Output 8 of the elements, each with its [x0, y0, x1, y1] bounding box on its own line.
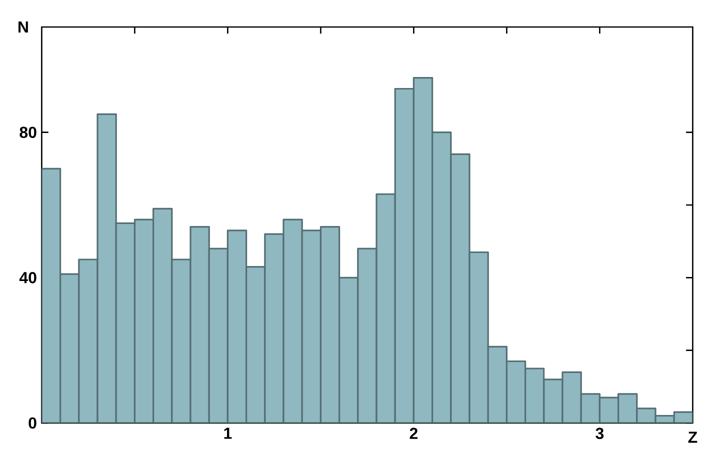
- y-tick-label: 40: [19, 272, 36, 284]
- y-axis-title: N: [18, 22, 28, 32]
- y-tick-label: 80: [20, 126, 36, 138]
- x-tick-label: 1: [224, 428, 232, 439]
- x-tick-label: 2: [410, 428, 418, 439]
- x-axis-title: Z: [688, 432, 698, 443]
- y-tick-label: 0: [28, 417, 36, 429]
- x-tick-label: 3: [596, 428, 604, 440]
